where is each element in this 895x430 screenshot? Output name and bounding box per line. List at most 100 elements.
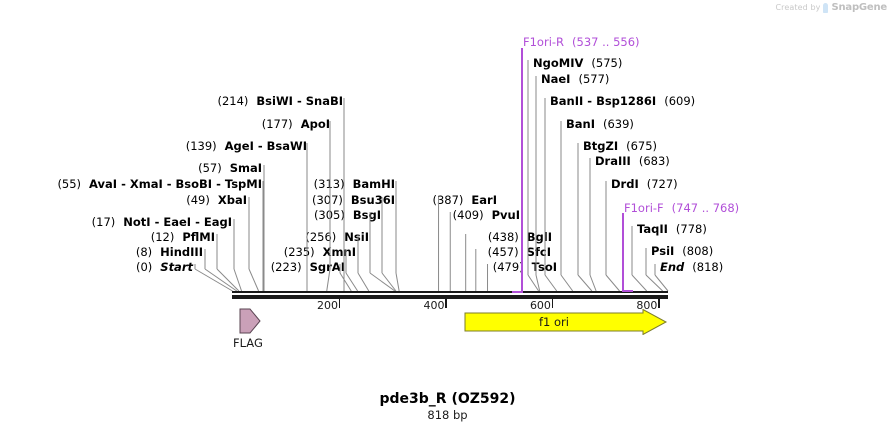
name-separator: -: [216, 177, 221, 191]
enzyme-label-btgzi[interactable]: BtgZI (675): [583, 140, 657, 152]
enzyme-label-hindiii[interactable]: (8) HindIII: [136, 246, 203, 258]
enzyme-label-bgli[interactable]: (438) BglI: [488, 231, 552, 243]
enzyme-label-xmni[interactable]: (235) XmnI: [284, 246, 356, 258]
enzyme-name: SnaBI: [305, 94, 343, 108]
name-separator: -: [257, 139, 263, 153]
lead-line: [395, 272, 400, 292]
enzyme-position: (639): [603, 117, 634, 131]
enzyme-label-noti-eaei-eagi[interactable]: (17) NotI - EaeI - EagI: [92, 216, 232, 228]
lead-line: [654, 274, 669, 292]
snapgene-watermark: Created by SnapGene: [775, 2, 887, 13]
enzyme-label-agei-bsawi[interactable]: (139) AgeI - BsaWI: [186, 140, 307, 152]
enzyme-position: (223): [270, 260, 302, 274]
enzyme-label-drdi[interactable]: DrdI (727): [611, 178, 678, 190]
ruler-tick-label-200: 200: [316, 299, 338, 312]
enzyme-label-bani[interactable]: BanI (639): [566, 118, 634, 130]
lead-line: [357, 272, 370, 292]
enzyme-label-draiii[interactable]: DraIII (683): [595, 155, 670, 167]
ruler-tick-200: [338, 299, 341, 308]
lead-line: [339, 272, 352, 292]
primer-label-f1ori-r[interactable]: F1ori-R (537 .. 556): [523, 36, 640, 48]
enzyme-label-taqii[interactable]: TaqII (778): [637, 223, 707, 235]
enzyme-label-eari[interactable]: (387) EarI: [432, 194, 497, 206]
lead-line: [631, 274, 648, 292]
f1ori-arrow-icon[interactable]: [464, 309, 668, 335]
enzyme-label-sfci[interactable]: (457) SfcI: [488, 246, 551, 258]
construct-length: 818 bp: [427, 408, 468, 422]
enzyme-label-ngomiv[interactable]: NgoMIV (575): [533, 57, 622, 69]
enzyme-label-banii-bsp1286i[interactable]: BanII - Bsp1286I (609): [550, 95, 695, 107]
enzyme-position: (57): [198, 161, 222, 175]
name-separator: -: [587, 94, 593, 108]
enzyme-label-nsii[interactable]: (256) NsiI: [305, 231, 369, 243]
enzyme-label-avai-xmai-bsobi-tspmi[interactable]: (55) AvaI - XmaI - BsoBI - TspMI: [57, 178, 262, 190]
ruler-tick-400: [445, 299, 447, 308]
enzyme-label-xbai[interactable]: (49) XbaI: [186, 194, 247, 206]
enzyme-position: (683): [638, 154, 670, 168]
enzyme-position: (307): [311, 193, 343, 207]
enzyme-position: (139): [185, 139, 217, 153]
enzyme-label-sgrai[interactable]: (223) SgrAI: [271, 261, 345, 273]
enzyme-name: BanI: [566, 117, 595, 131]
lead-line: [345, 272, 359, 292]
enzyme-label-bsu36i[interactable]: (307) Bsu36I: [312, 194, 395, 206]
lead-line: [369, 272, 396, 292]
primer-name: F1ori-R: [523, 35, 565, 49]
lead-line: [204, 268, 238, 292]
enzyme-label-tsoi[interactable]: (479) TsoI: [493, 261, 557, 273]
enzyme-position: (235): [283, 245, 315, 259]
primer-label-f1ori-f[interactable]: F1ori-F (747 .. 768): [624, 202, 739, 214]
watermark-prefix: Created by: [775, 3, 821, 12]
enzyme-name: EaeI: [163, 215, 192, 229]
lead-line: [589, 274, 597, 292]
enzyme-name: TsoI: [531, 260, 557, 274]
enzyme-label-pflmi[interactable]: (12) PflMI: [151, 231, 215, 243]
enzyme-label-end[interactable]: End (818): [660, 261, 723, 273]
enzyme-name: PflMI: [182, 230, 215, 244]
enzyme-label-smai[interactable]: (57) SmaI: [198, 162, 262, 174]
enzyme-name: BsoBI: [175, 177, 213, 191]
enzyme-name: BanII: [550, 94, 584, 108]
lead-line: [535, 274, 541, 292]
primer-f1ori-f-line[interactable]: [622, 213, 624, 291]
primer-f1ori-r-line[interactable]: [521, 48, 523, 293]
enzyme-position: (387): [432, 193, 464, 207]
flag-arrow-icon[interactable]: [239, 308, 263, 336]
lead-line: [527, 274, 540, 292]
enzyme-name: AgeI: [224, 139, 254, 153]
enzyme-position: (818): [692, 260, 724, 274]
primer-f1ori-r-foot: [512, 291, 522, 293]
watermark-brand: SnapGene: [831, 2, 887, 13]
enzyme-label-naei[interactable]: NaeI (577): [541, 73, 609, 85]
lead-line: [645, 274, 664, 292]
enzyme-name: PvuI: [491, 208, 520, 222]
enzyme-label-psii[interactable]: PsiI (808): [651, 245, 713, 257]
enzyme-label-start[interactable]: (0) Start: [136, 261, 193, 273]
enzyme-label-bamhi[interactable]: (313) BamHI: [314, 178, 395, 190]
ruler-line-upper: [232, 291, 668, 293]
enzyme-position: (438): [487, 230, 519, 244]
enzyme-label-pvui[interactable]: (409) PvuI: [453, 209, 520, 221]
feature-flag-label: FLAG: [233, 336, 263, 350]
name-separator: -: [154, 215, 160, 229]
enzyme-name: XmaI: [129, 177, 163, 191]
enzyme-name: TspMI: [224, 177, 262, 191]
lead-line: [248, 268, 260, 292]
enzyme-name: PsiI: [651, 244, 675, 258]
enzyme-position: (675): [626, 139, 658, 153]
name-separator: -: [296, 94, 302, 108]
enzyme-name: AvaI: [89, 177, 118, 191]
enzyme-name: XmnI: [322, 245, 356, 259]
enzyme-name: End: [660, 260, 685, 274]
enzyme-label-bsgi[interactable]: (305) BsgI: [314, 209, 381, 221]
primer-range: (747 .. 768): [671, 201, 740, 215]
name-separator: -: [121, 177, 126, 191]
enzyme-label-apoi[interactable]: (177) ApoI: [262, 118, 330, 130]
enzyme-name: EagI: [203, 215, 232, 229]
enzyme-name: XbaI: [217, 193, 247, 207]
enzyme-name: EarI: [471, 193, 497, 207]
enzyme-label-bsiwi-snabi[interactable]: (214) BsiWI - SnaBI: [217, 95, 343, 107]
enzyme-name: BsiWI: [256, 94, 293, 108]
enzyme-name: BamHI: [352, 177, 395, 191]
